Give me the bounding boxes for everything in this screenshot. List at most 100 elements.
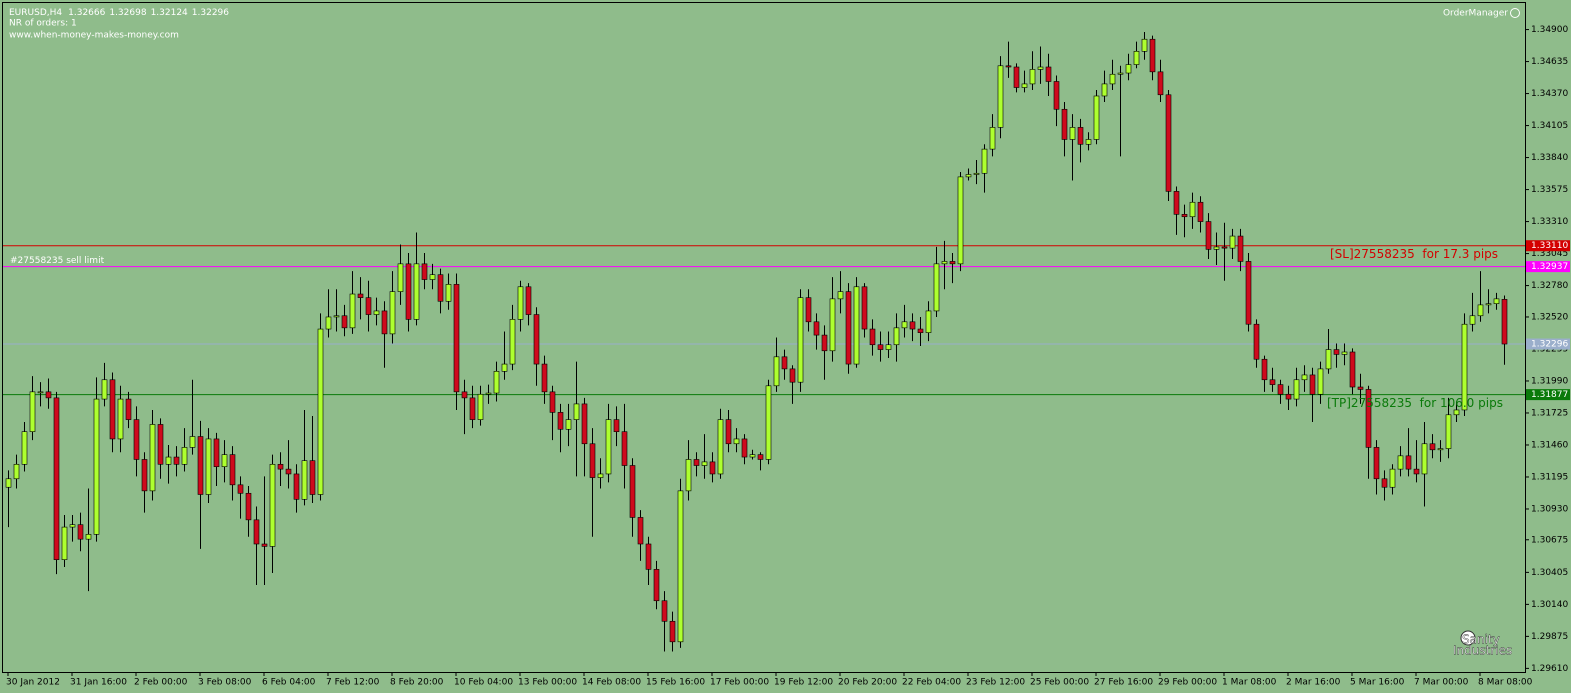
candle-body bbox=[1125, 64, 1132, 74]
candle-body bbox=[221, 454, 228, 468]
x-tick-label: 15 Feb 16:00 bbox=[646, 678, 705, 688]
y-tick-label: 1.33840 bbox=[1531, 153, 1568, 163]
candle-body bbox=[277, 463, 284, 470]
candle-body bbox=[1429, 443, 1436, 451]
bid-price-box bbox=[1526, 338, 1570, 350]
candle-body bbox=[1277, 384, 1284, 395]
x-tick-label: 10 Feb 04:00 bbox=[454, 678, 513, 688]
x-tick-label: 27 Feb 16:00 bbox=[1094, 678, 1153, 688]
candle-body bbox=[893, 327, 900, 346]
y-tick-label: 1.31195 bbox=[1531, 472, 1568, 482]
candle-body bbox=[1109, 73, 1116, 85]
candle-body bbox=[405, 263, 412, 320]
candle-body bbox=[1301, 374, 1308, 381]
candle-body bbox=[125, 398, 132, 420]
x-tick-label: 8 Feb 20:00 bbox=[390, 678, 444, 688]
candle-body bbox=[101, 379, 108, 400]
candle-body bbox=[165, 456, 172, 465]
candle-body bbox=[1477, 304, 1484, 317]
candle-body bbox=[293, 473, 300, 500]
plot-frame bbox=[2, 2, 1526, 673]
symbol: EURUSD,H4 bbox=[9, 8, 62, 18]
y-tick-label: 1.30930 bbox=[1531, 504, 1568, 514]
candle-body bbox=[645, 543, 652, 570]
candle-body bbox=[813, 321, 820, 336]
y-tick-label: 1.32520 bbox=[1531, 312, 1568, 322]
candle-body bbox=[581, 403, 588, 445]
candle-body bbox=[1229, 235, 1236, 249]
candle-body bbox=[1501, 299, 1508, 345]
candle-body bbox=[981, 148, 988, 174]
x-tick-label: 7 Mar 00:00 bbox=[1414, 678, 1469, 688]
candle-body bbox=[1149, 38, 1156, 73]
candle-body bbox=[1493, 298, 1500, 304]
annotations: EURUSD,H4 1.32666 1.32698 1.32124 1.32296 NR… bbox=[6, 8, 1570, 688]
candle-body bbox=[701, 461, 708, 466]
candle-body bbox=[861, 286, 868, 330]
y-tick-label: 1.33045 bbox=[1531, 249, 1568, 259]
candle-body bbox=[21, 431, 28, 465]
candle-body bbox=[261, 543, 268, 547]
candle-body bbox=[765, 385, 772, 460]
candle-body bbox=[1381, 478, 1388, 488]
take-profit-text: [TP]27558235 for 106.0 pips bbox=[1327, 396, 1503, 410]
candle-body bbox=[461, 391, 468, 399]
candle-body bbox=[1333, 349, 1340, 355]
candle-body bbox=[1405, 455, 1412, 470]
candle-body bbox=[773, 356, 780, 387]
x-tick-label: 13 Feb 00:00 bbox=[518, 678, 577, 688]
candle-body bbox=[325, 316, 332, 330]
y-tick-label: 1.30140 bbox=[1531, 600, 1568, 610]
y-tick-label: 1.31460 bbox=[1531, 440, 1568, 450]
candle-body bbox=[1197, 201, 1204, 222]
candle-body bbox=[1389, 468, 1396, 488]
candle-body bbox=[565, 419, 572, 430]
header-open: 1.32666 bbox=[68, 8, 105, 18]
candle-body bbox=[485, 392, 492, 395]
y-tick-label: 1.29875 bbox=[1531, 632, 1568, 642]
y-tick-label: 1.30405 bbox=[1531, 568, 1568, 578]
candle-body bbox=[1013, 66, 1020, 88]
candle-body bbox=[141, 459, 148, 492]
smiley-icon[interactable] bbox=[1510, 8, 1520, 18]
candle-body bbox=[29, 391, 36, 432]
candle-body bbox=[381, 310, 388, 335]
candle-body bbox=[45, 391, 52, 399]
candle-body bbox=[629, 465, 636, 518]
candle-body bbox=[1037, 66, 1044, 70]
candle-body bbox=[1021, 83, 1028, 88]
candle-body bbox=[285, 468, 292, 475]
candle-body bbox=[69, 524, 76, 528]
x-tick-label: 1 Mar 08:00 bbox=[1222, 678, 1277, 688]
candle-body bbox=[1293, 379, 1300, 400]
panel-title[interactable]: OrderManager bbox=[1443, 9, 1508, 19]
candle-body bbox=[1357, 386, 1364, 390]
candle-body bbox=[1221, 246, 1228, 249]
candle-body bbox=[941, 261, 948, 265]
candle-body bbox=[1117, 72, 1124, 75]
candle-body bbox=[1453, 409, 1460, 416]
candle-body bbox=[365, 297, 372, 315]
candle-body bbox=[1317, 368, 1324, 395]
candle-body bbox=[821, 334, 828, 352]
candle-body bbox=[1141, 38, 1148, 52]
candle-body bbox=[1365, 389, 1372, 448]
candle-body bbox=[477, 393, 484, 420]
candle-body bbox=[13, 463, 20, 480]
stop-loss-text: [SL]27558235 for 17.3 pips bbox=[1330, 247, 1498, 261]
candle-body bbox=[877, 344, 884, 350]
candle-body bbox=[309, 460, 316, 495]
candle-body bbox=[1205, 221, 1212, 250]
candle-body bbox=[621, 431, 628, 466]
x-tick-label: 14 Feb 08:00 bbox=[582, 678, 641, 688]
candle-body bbox=[797, 297, 804, 383]
candle-body bbox=[1397, 455, 1404, 470]
candle-body bbox=[349, 293, 356, 329]
candle-body bbox=[213, 438, 220, 468]
header-high: 1.32698 bbox=[109, 8, 146, 18]
candle-body bbox=[829, 298, 836, 352]
candle-body bbox=[1061, 108, 1068, 140]
y-tick-label: 1.30675 bbox=[1531, 535, 1568, 545]
candle-body bbox=[205, 438, 212, 495]
